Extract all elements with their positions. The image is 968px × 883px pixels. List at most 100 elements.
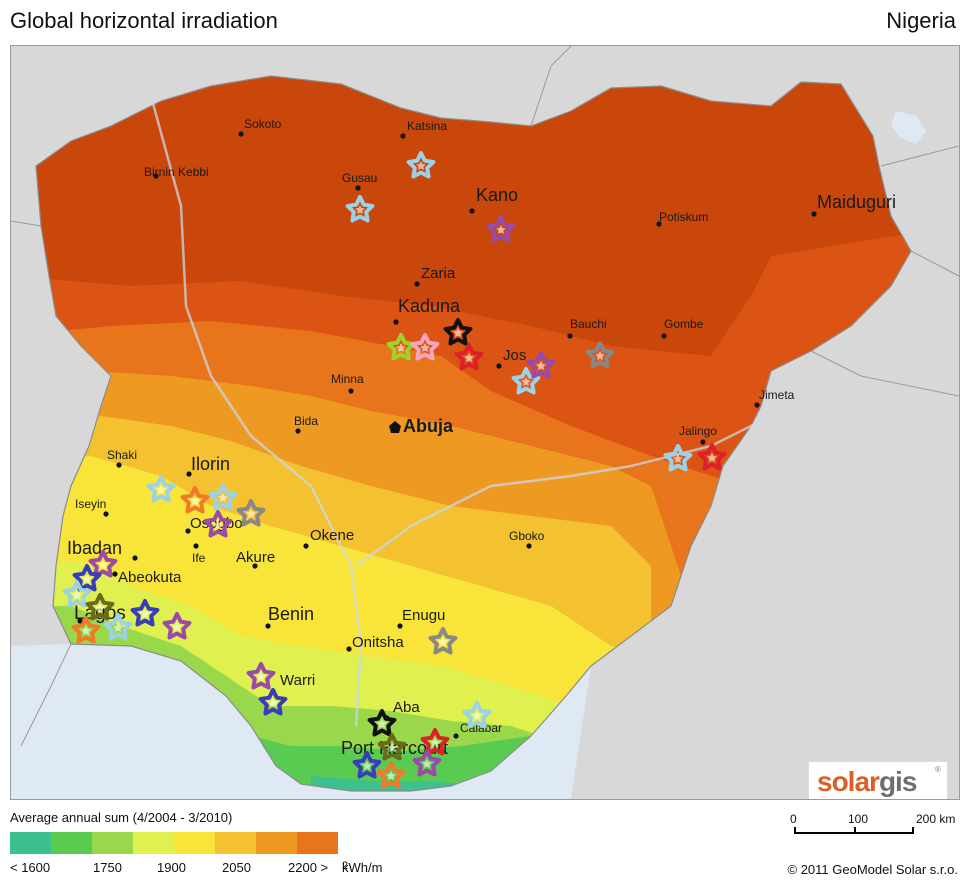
star-center xyxy=(218,493,228,502)
city-label: Benin xyxy=(268,604,314,624)
star-center xyxy=(72,590,82,599)
star-center xyxy=(113,623,123,632)
legend-swatch xyxy=(133,832,174,854)
city-dot xyxy=(295,428,301,434)
neighbour-borders xyxy=(11,46,959,747)
gulf-of-guinea xyxy=(11,644,591,799)
site-star-icon xyxy=(258,688,288,716)
scale-label: 200 km xyxy=(916,812,956,826)
star-center xyxy=(595,351,605,360)
city-dot xyxy=(754,402,760,408)
star-center xyxy=(536,361,546,370)
city-label: Sokoto xyxy=(244,117,282,131)
city-label: Jalingo xyxy=(679,424,717,438)
city-label: Gboko xyxy=(509,529,545,543)
city-dot xyxy=(453,733,459,739)
site-star-icon xyxy=(454,343,484,371)
city-label: Akure xyxy=(236,549,275,566)
city-dot xyxy=(355,185,361,191)
site-star-icon xyxy=(420,728,450,756)
star-center xyxy=(362,761,372,770)
legend-swatch xyxy=(92,832,133,854)
river xyxy=(355,375,812,568)
star-center xyxy=(140,609,150,618)
city-label: Shaki xyxy=(107,448,137,462)
site-markers xyxy=(62,151,727,789)
city-dot xyxy=(153,173,159,179)
city-label: Onitsha xyxy=(352,634,404,651)
city-label: Birnin Kebbi xyxy=(144,165,209,179)
city-dot xyxy=(656,221,662,227)
city-dot xyxy=(661,333,667,339)
city-dot xyxy=(567,333,573,339)
site-star-icon xyxy=(203,510,233,538)
city-dot xyxy=(393,319,399,325)
city-label: Iseyin xyxy=(75,497,106,511)
legend-tick: 1750 xyxy=(93,860,122,875)
site-star-icon xyxy=(412,749,442,777)
irradiation-zone xyxy=(311,776,481,791)
registered-mark: ® xyxy=(935,765,941,774)
city-label: Maiduguri xyxy=(817,192,896,212)
scale-tick xyxy=(854,827,856,834)
city-dot xyxy=(132,555,138,561)
river xyxy=(149,95,363,727)
site-star-icon xyxy=(585,341,615,369)
border-line xyxy=(20,643,72,747)
site-star-icon xyxy=(146,475,176,503)
city-label: Jimeta xyxy=(759,388,795,402)
city-dot xyxy=(348,388,354,394)
site-star-icon xyxy=(377,733,407,761)
site-star-icon xyxy=(462,701,492,729)
city-label: Okene xyxy=(310,527,354,544)
site-star-icon xyxy=(526,351,556,379)
star-center xyxy=(521,377,531,386)
logo-wordmark: solargis xyxy=(817,766,917,797)
city-dot xyxy=(414,281,420,287)
legend-swatch xyxy=(297,832,338,854)
city-dot xyxy=(265,623,271,629)
site-star-icon xyxy=(162,612,192,640)
city-label: Katsina xyxy=(407,119,447,133)
star-center xyxy=(246,509,256,518)
city-label: Minna xyxy=(331,372,364,386)
city-dot xyxy=(397,623,403,629)
city-label: Enugu xyxy=(402,607,445,624)
legend-title: Average annual sum (4/2004 - 3/2010) xyxy=(10,810,233,825)
city-label: Potiskum xyxy=(659,210,708,224)
city-dot xyxy=(112,571,118,577)
site-star-icon xyxy=(428,627,458,655)
city-dot xyxy=(252,563,258,569)
star-center xyxy=(464,353,474,362)
star-center xyxy=(386,771,396,780)
legend-swatch xyxy=(256,832,297,854)
site-star-icon xyxy=(103,613,133,641)
solargis-logo[interactable]: solargis ® http://solargis.info xyxy=(808,761,948,799)
city-label: Gombe xyxy=(664,317,704,331)
legend-swatch xyxy=(51,832,92,854)
star-center xyxy=(156,485,166,494)
site-star-icon xyxy=(180,486,210,514)
site-star-icon xyxy=(345,195,375,223)
city-label: Aba xyxy=(393,699,420,716)
city-label: Gusau xyxy=(342,171,377,185)
star-center xyxy=(453,328,463,337)
city-label: Bida xyxy=(294,414,318,428)
city-dot xyxy=(103,511,109,517)
legend-swatch xyxy=(174,832,215,854)
city-dot xyxy=(469,208,475,214)
capital-marker-icon xyxy=(389,421,401,433)
site-star-icon xyxy=(367,709,397,737)
border-line xyxy=(880,145,959,167)
star-center xyxy=(268,698,278,707)
map-frame: Sokoto Katsina Birnin Kebbi Gusau Kano Potisk… xyxy=(10,45,960,800)
legend-tick: 2200 > xyxy=(288,860,329,875)
site-star-icon xyxy=(410,333,440,361)
scale-tick xyxy=(794,827,796,834)
city-label: Zaria xyxy=(421,265,456,282)
star-center xyxy=(420,343,430,352)
star-center xyxy=(81,626,91,635)
city-dot xyxy=(77,618,83,624)
city-label: Abuja xyxy=(403,416,454,436)
border-line xyxy=(810,350,959,397)
